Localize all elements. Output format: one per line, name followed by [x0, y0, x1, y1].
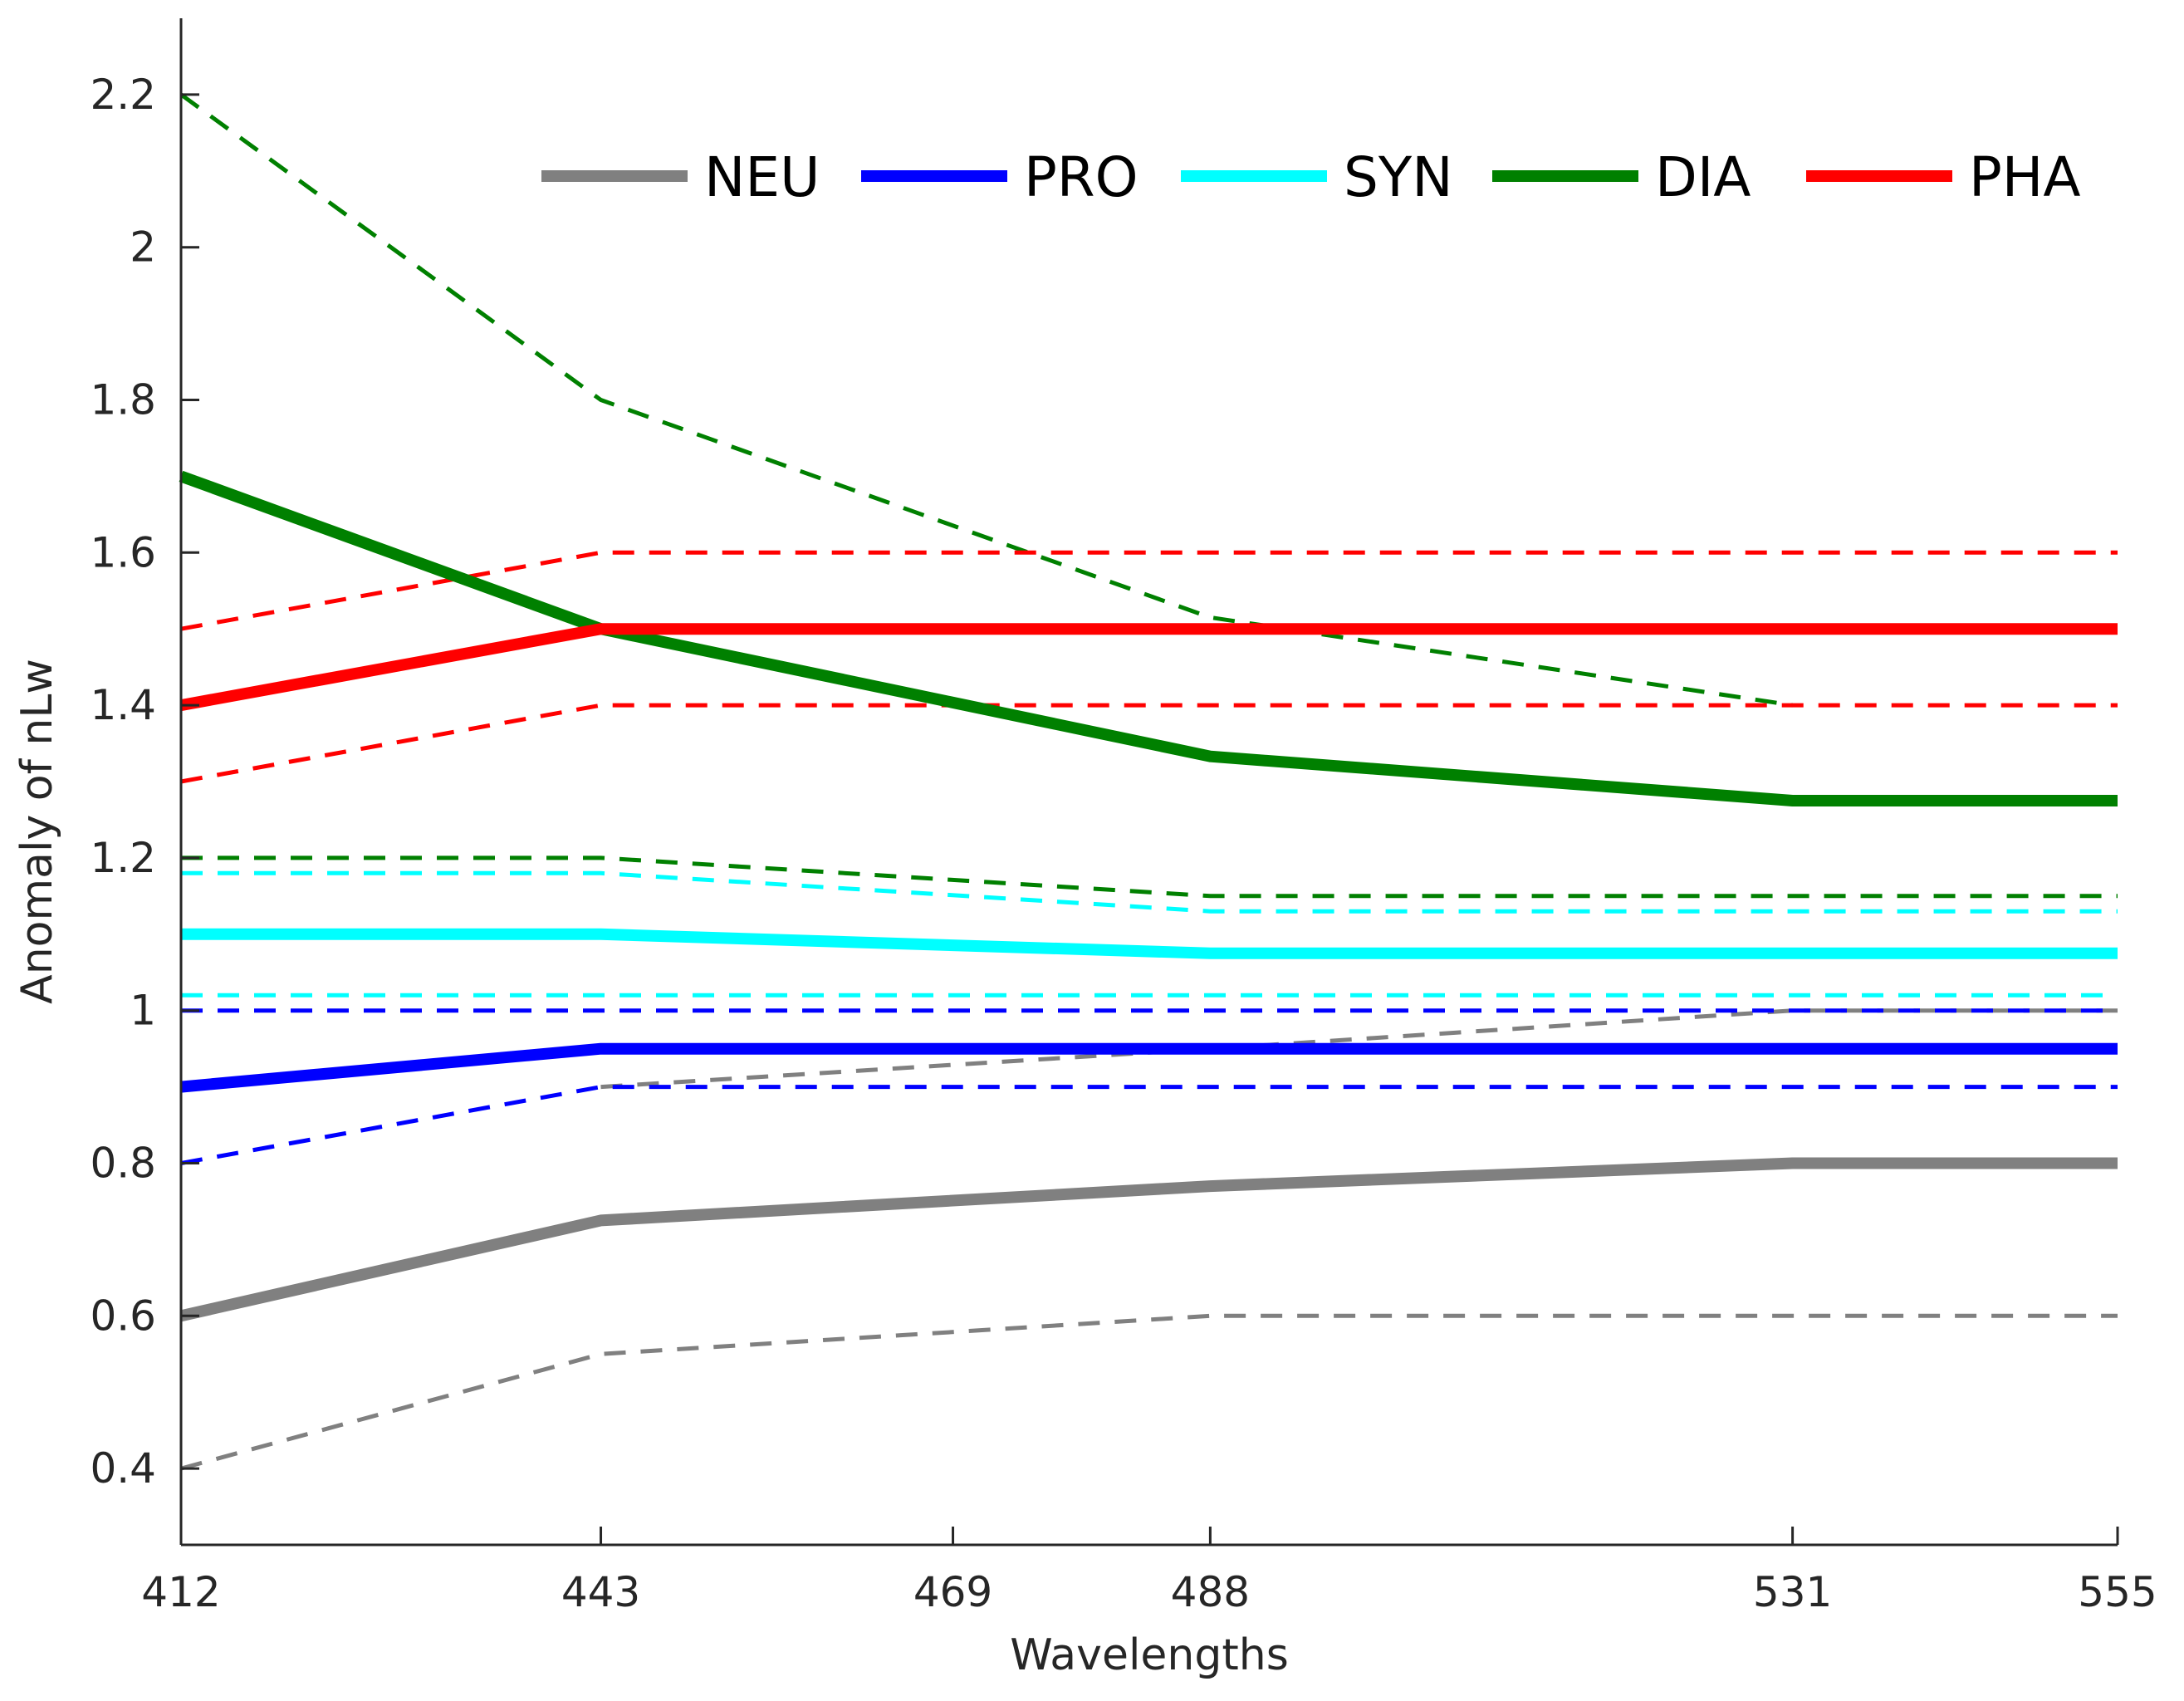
x-tick-label: 443 [561, 1568, 640, 1616]
y-tick-label: 1 [130, 987, 156, 1035]
series-line-pro-lower [180, 1085, 2118, 1165]
x-tick-label: 488 [1171, 1568, 1250, 1616]
axes-layer [179, 18, 2118, 1547]
y-tick-label: 1.8 [90, 376, 156, 424]
x-axis-title: Wavelengths [1010, 1630, 1289, 1680]
y-tick-label: 0.4 [90, 1444, 156, 1493]
series-line-neu-lower [180, 1313, 2118, 1471]
series-layer [179, 92, 2118, 1471]
y-tick-label: 1.2 [90, 834, 156, 882]
series-line-syn [181, 928, 2118, 959]
y-tick-label: 0.8 [90, 1140, 156, 1188]
series-line-dia [179, 470, 2118, 806]
legend-label-dia: DIA [1655, 145, 1751, 209]
x-tick-label: 469 [913, 1568, 992, 1616]
series-line-pha-upper [180, 550, 2118, 631]
y-tick-label: 1.4 [90, 681, 156, 729]
y-tick-label: 2.2 [90, 71, 156, 119]
tick-layer: 412 443 469 488 531 555 0.4 0.6 0.8 1 1.2 1.4 1.6 1.8… [90, 71, 2157, 1616]
y-tick-label: 0.6 [90, 1292, 156, 1340]
legend-label-neu: NEU [704, 145, 820, 209]
x-tick-label: 412 [141, 1568, 220, 1616]
series-line-syn-upper [181, 870, 2118, 914]
y-tick-label: 2 [130, 223, 156, 272]
series-line-pha [179, 623, 2118, 711]
y-axis-title: Anomaly of nLw [12, 659, 62, 1004]
legend-label-pha: PHA [1969, 145, 2081, 209]
series-line-pha-lower [180, 703, 2118, 784]
y-tick-label: 1.6 [90, 528, 156, 576]
series-line-pro [180, 1042, 2118, 1093]
series-line-dia-upper [179, 92, 1793, 708]
legend-label-pro: PRO [1024, 145, 1139, 209]
legend-label-syn: SYN [1344, 145, 1453, 209]
x-tick-label: 531 [1753, 1568, 1832, 1616]
legend: NEU PRO SYN DIA PHA [541, 145, 2081, 209]
series-line-neu [179, 1157, 2118, 1322]
series-line-dia-lower [181, 855, 2118, 899]
x-tick-label: 555 [2078, 1568, 2157, 1616]
